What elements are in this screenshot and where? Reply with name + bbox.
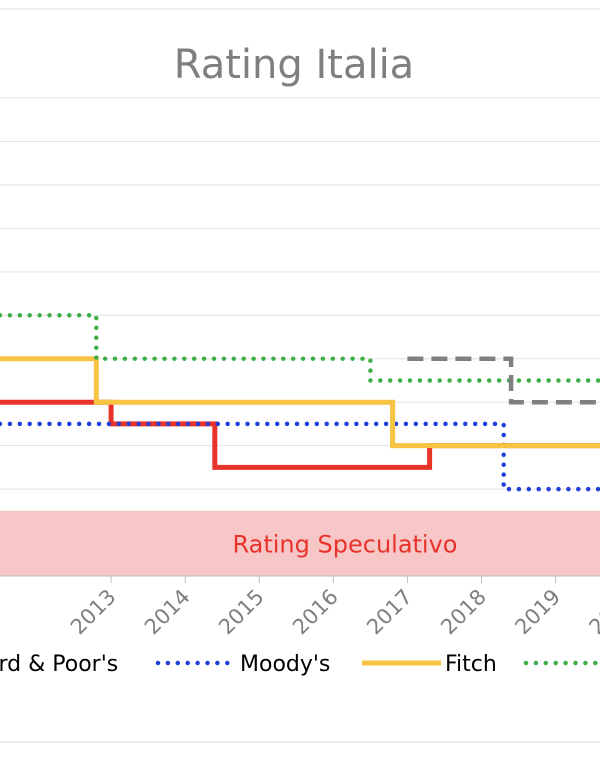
- x-tick-label: 2013: [66, 585, 121, 640]
- x-tick-label: 2015: [214, 585, 269, 640]
- legend-label: ard & Poor's: [0, 652, 118, 677]
- x-tick-label: 2016: [288, 585, 343, 640]
- x-axis: 2013 2014 2015 2016 2017 2018 2019 2020: [0, 575, 600, 640]
- x-tick-label: 2014: [140, 585, 195, 640]
- legend-label: Fitch: [445, 652, 497, 677]
- x-tick-label: 2020: [584, 585, 600, 640]
- x-tick-label: 2017: [362, 585, 417, 640]
- chart-title: Rating Italia: [174, 42, 414, 88]
- series-lines: [0, 313, 600, 492]
- speculative-band-area: [0, 510, 600, 576]
- series-line-1: [0, 399, 600, 470]
- speculative-band-label: Rating Speculativo: [233, 530, 458, 558]
- series-line-2: [0, 421, 600, 492]
- series-line-3: [0, 356, 600, 449]
- series-line-4: [0, 313, 600, 383]
- series-line-5: [407, 356, 600, 405]
- x-tick-label: 2019: [510, 585, 565, 640]
- speculative-band: Rating Speculativo: [0, 510, 600, 576]
- legend: ard & Poor's Moody's Fitch: [0, 652, 600, 677]
- legend-label: Moody's: [240, 652, 330, 677]
- x-tick-label: 2018: [436, 585, 491, 640]
